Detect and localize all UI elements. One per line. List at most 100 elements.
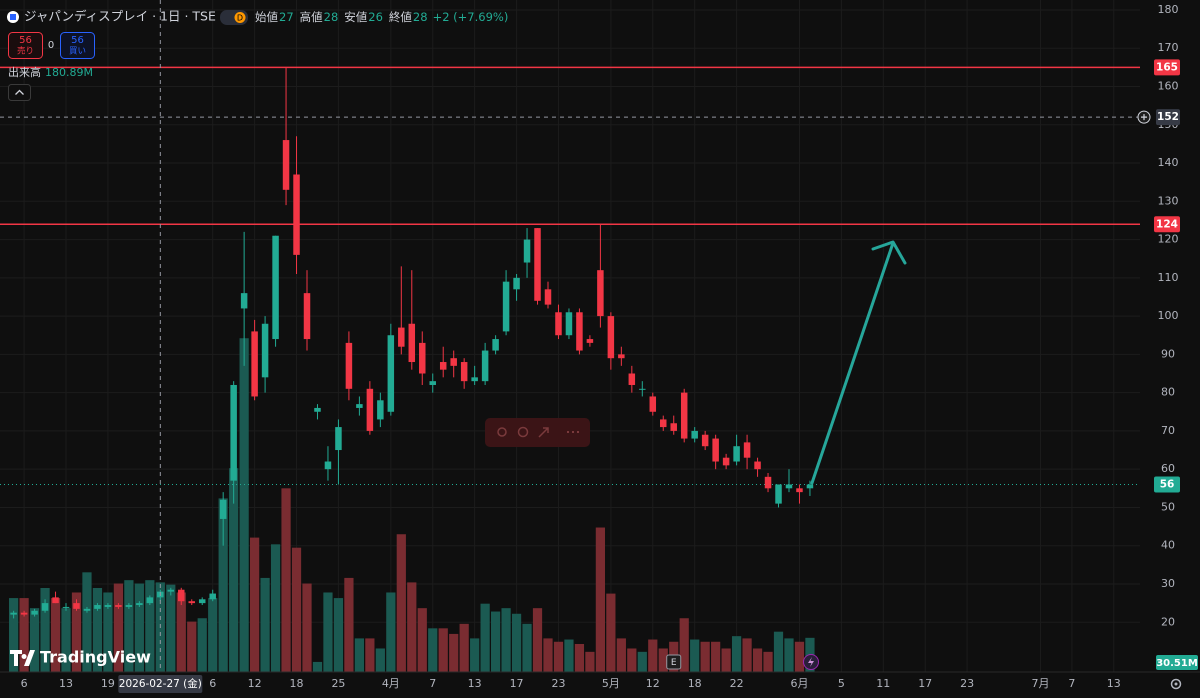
candle-body <box>597 270 604 317</box>
volume-bar <box>9 598 19 672</box>
candle-body <box>366 388 374 431</box>
volume-bar <box>501 608 511 672</box>
logo-text: TradingView <box>40 648 151 667</box>
candle-body <box>31 610 38 615</box>
volume-bar <box>721 648 731 672</box>
volume-bar <box>700 641 710 672</box>
replay-icon[interactable] <box>803 654 819 670</box>
x-tick-label: 17 <box>918 677 932 690</box>
volume-bar <box>449 633 459 672</box>
replay-bolt <box>808 657 814 667</box>
y-tick-label: 170 <box>1158 41 1179 54</box>
volume-bar <box>124 580 134 672</box>
volume-legend-value: 180.89M <box>45 66 93 79</box>
sell-label[interactable]: 売り <box>17 46 34 57</box>
last-price-label: 56 <box>1160 478 1175 490</box>
volume-bar <box>250 537 260 672</box>
candle-body <box>20 612 28 615</box>
candle-body <box>743 442 751 458</box>
candle-body <box>555 312 562 336</box>
volume-bar <box>648 639 658 672</box>
volume-bar <box>658 648 668 672</box>
collapse-chevron <box>15 89 24 95</box>
volume-bar <box>490 611 501 672</box>
volume-bar <box>354 638 365 672</box>
volume-bar <box>627 648 637 672</box>
symbol-title[interactable]: ジャパンディスプレイ · 1日 · TSE <box>24 9 216 24</box>
x-tick-label: 6 <box>21 677 28 690</box>
price-label: 165 <box>1156 61 1178 73</box>
toolbar-icon-search[interactable] <box>497 427 507 437</box>
volume-bar <box>312 661 323 672</box>
floating-toolbar[interactable] <box>485 418 590 447</box>
x-tick-label: 11 <box>876 677 890 690</box>
candle-body <box>10 612 17 615</box>
buy-label[interactable]: 買い <box>69 47 86 57</box>
x-tick-label: 13 <box>59 677 73 690</box>
sell-button[interactable]: 56 売り <box>8 32 43 59</box>
sell-button-frame[interactable] <box>8 32 43 59</box>
y-tick-label: 160 <box>1158 79 1179 92</box>
volume-bar <box>103 592 113 672</box>
buy-button[interactable]: 56 買い <box>60 32 95 59</box>
candle-body <box>660 419 667 428</box>
x-tick-label: 12 <box>646 677 660 690</box>
volume-bar <box>564 639 574 672</box>
candle-body <box>303 293 311 340</box>
toolbar-icon-draw[interactable] <box>538 427 549 438</box>
x-tick-label: 13 <box>468 677 482 690</box>
candle-body <box>429 381 436 385</box>
logo[interactable]: TradingView <box>10 648 151 667</box>
volume-bar <box>595 527 605 672</box>
candle-body <box>282 140 290 190</box>
candle-body <box>492 339 499 351</box>
volume-bar <box>428 628 438 672</box>
candle-body <box>356 404 363 408</box>
candle-body <box>419 342 426 374</box>
volume-bar <box>61 608 71 672</box>
x-tick-label: 5 <box>838 677 845 690</box>
collapse-button[interactable] <box>8 84 31 101</box>
y-tick-label: 130 <box>1158 194 1179 207</box>
volume-bar <box>218 498 228 672</box>
candle-body <box>408 323 416 363</box>
candle-body <box>398 327 405 347</box>
spread: 0 <box>48 40 54 51</box>
candle-body <box>136 603 143 606</box>
candle-body <box>94 605 101 609</box>
overlay: E <box>0 0 1140 672</box>
ohlc-value: 28 <box>324 10 339 24</box>
sell-price[interactable]: 56 <box>19 35 32 46</box>
y-tick-label: 120 <box>1158 233 1179 246</box>
volume-bar <box>208 598 218 672</box>
candles <box>10 67 814 619</box>
volume-bar <box>187 621 197 672</box>
volume-pane <box>9 338 815 672</box>
buy-price[interactable]: 56 <box>71 35 84 46</box>
volume-bar <box>145 580 155 672</box>
toolbar-icon-alert[interactable] <box>517 426 529 438</box>
trend-arrow[interactable] <box>810 241 895 485</box>
logo-mark <box>10 650 35 666</box>
last-volume-box <box>1156 655 1198 670</box>
candle-body <box>125 605 133 607</box>
ohlc-label: 終値 <box>389 10 412 24</box>
trend-arrow-head[interactable] <box>871 240 907 265</box>
volume-bar <box>794 641 805 672</box>
earnings-marker-label: E <box>671 658 677 668</box>
x-tick-label: 4月 <box>382 677 400 690</box>
settings-gear[interactable] <box>1170 678 1182 690</box>
volume-bar <box>731 636 742 672</box>
candle-body <box>439 362 447 370</box>
volume-bar <box>40 588 50 672</box>
candle-body <box>754 461 761 470</box>
candle-body <box>701 434 709 447</box>
settings[interactable] <box>1170 678 1182 690</box>
candle-body <box>188 601 195 604</box>
earnings-marker-box[interactable] <box>666 654 682 670</box>
x-tick-label: 23 <box>551 677 565 690</box>
candle-body <box>335 427 342 451</box>
ohlc-change: +2 (+7.69%) <box>433 10 509 24</box>
y-tick-label: 50 <box>1161 500 1175 513</box>
buy-button-frame[interactable] <box>60 32 95 59</box>
